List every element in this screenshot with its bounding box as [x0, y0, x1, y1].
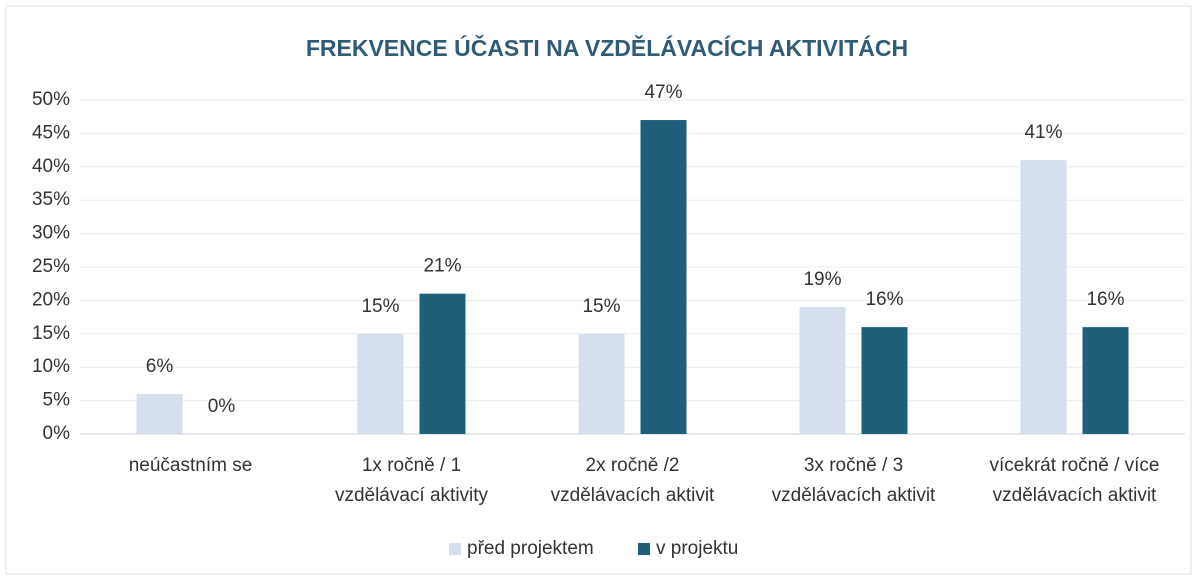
legend-label: před projektem — [467, 538, 594, 559]
y-tick-label: 20% — [32, 289, 70, 310]
value-label: 15% — [582, 296, 620, 317]
value-label: 19% — [803, 269, 841, 290]
value-label: 41% — [1024, 122, 1062, 143]
legend-swatch — [638, 543, 650, 555]
bar — [1082, 327, 1129, 434]
value-label: 47% — [644, 82, 682, 103]
chart-title: FREKVENCE ÚČASTI NA VZDĚLÁVACÍCH AKTIVIT… — [306, 34, 908, 61]
y-tick-label: 30% — [32, 223, 70, 244]
y-tick-label: 45% — [32, 122, 70, 143]
bar — [136, 393, 183, 434]
x-tick-label: 1x ročně / 1 — [362, 455, 461, 476]
value-label: 6% — [146, 356, 174, 377]
x-tick-label: vzdělávacích aktivit — [993, 485, 1157, 506]
y-tick-label: 40% — [32, 156, 70, 177]
x-tick-label: neúčastním se — [129, 455, 253, 476]
y-tick-label: 35% — [32, 189, 70, 210]
bar — [640, 120, 687, 434]
y-tick-label: 25% — [32, 256, 70, 277]
bar — [357, 333, 404, 434]
x-tick-label: 2x ročně /2 — [586, 455, 680, 476]
x-tick-label: vícekrát ročně / více — [989, 455, 1159, 476]
y-tick-label: 0% — [43, 423, 71, 444]
y-tick-label: 50% — [32, 89, 70, 110]
x-tick-label: vzdělávací aktivity — [335, 485, 489, 506]
bar — [799, 307, 846, 434]
x-tick-label: vzdělávacích aktivit — [772, 485, 936, 506]
legend-label: v projektu — [656, 538, 738, 559]
x-tick-label: vzdělávacích aktivit — [551, 485, 715, 506]
value-label: 21% — [423, 256, 461, 277]
bar — [1020, 160, 1067, 434]
value-label: 16% — [1086, 289, 1124, 310]
value-label: 0% — [208, 396, 236, 417]
value-label: 15% — [361, 296, 399, 317]
legend-swatch — [449, 543, 461, 555]
chart-frame — [5, 5, 1192, 575]
bar — [578, 333, 625, 434]
bar — [419, 293, 466, 434]
y-tick-label: 15% — [32, 323, 70, 344]
x-tick-label: 3x ročně / 3 — [804, 455, 903, 476]
bar — [861, 327, 908, 434]
y-tick-label: 10% — [32, 356, 70, 377]
y-tick-label: 5% — [43, 390, 71, 411]
value-label: 16% — [865, 289, 903, 310]
